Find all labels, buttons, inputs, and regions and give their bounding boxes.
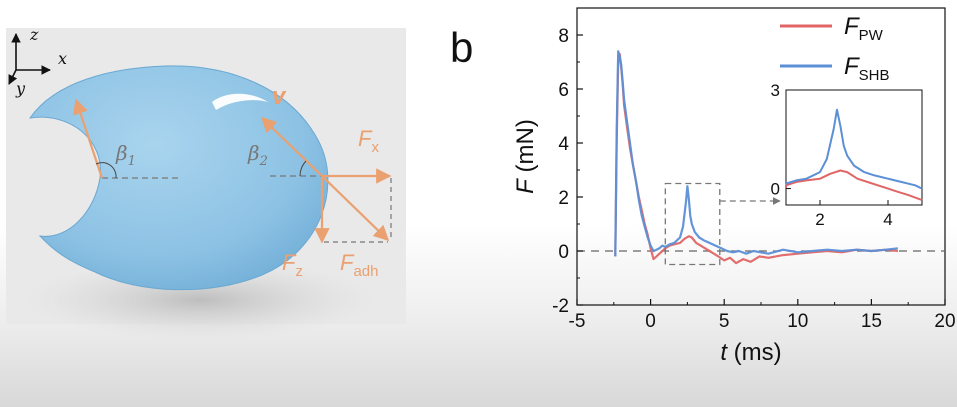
inset-chart: 2 4 0 3: [771, 81, 923, 229]
x-tick-label: 0: [645, 311, 656, 332]
droplet: [28, 65, 329, 291]
y-axis-arrow: [8, 69, 18, 85]
inset-y-tick-label: 3: [771, 81, 780, 100]
inset-frame: [785, 89, 923, 206]
coordinate-axes: z x y: [8, 25, 67, 98]
inset-x-tick-label: 2: [815, 210, 824, 229]
y-axis-label: y: [15, 79, 26, 98]
y-tick-label: 4: [558, 134, 569, 155]
beta2-label: β2: [247, 141, 268, 169]
beta2-arc: [299, 160, 307, 177]
zoom-region-box: [664, 182, 721, 266]
y-ticks: -2 0 2 4 6 8: [552, 26, 583, 317]
x-tick-label: 20: [934, 311, 955, 332]
fadh-arrow: [321, 175, 390, 242]
inset-series-line-shb: [785, 108, 923, 190]
beta1-construction: β1: [73, 98, 182, 179]
drop-shadow: [25, 260, 375, 340]
y-tick-label: 6: [558, 80, 569, 101]
beta1-label: β1: [115, 141, 136, 169]
droplet-highlight: [212, 93, 268, 110]
y-axis-title: F (mN): [512, 119, 539, 194]
series-group: [614, 50, 899, 265]
x-tick-label: 15: [861, 311, 882, 332]
legend-label-shb: FSHB: [844, 53, 890, 84]
inset-ticks: 2 4 0 3: [771, 81, 893, 229]
velocity-vector: [260, 116, 323, 177]
x-tick-label: 5: [719, 311, 730, 332]
panel-label-b: b: [450, 24, 473, 71]
x-tick-label: 10: [787, 311, 808, 332]
x-axis-label: x: [58, 49, 67, 68]
legend: FPW FSHB: [780, 13, 890, 84]
y-tick-label: -2: [552, 296, 569, 317]
beta1-arc: [95, 162, 117, 179]
inset-y-tick-label: 0: [771, 180, 780, 199]
fz-label: Fz: [282, 250, 303, 280]
z-axis-label: z: [29, 25, 39, 44]
inset-series-group: [785, 108, 923, 202]
y-tick-label: 2: [558, 188, 569, 209]
velocity-label: v: [272, 83, 287, 110]
y-tick-label: 0: [558, 242, 569, 263]
left-contact-vector: [73, 98, 104, 179]
fadh-label: Fadh: [340, 250, 378, 280]
fx-label: Fx: [358, 126, 379, 156]
legend-label-pw: FPW: [844, 13, 884, 44]
x-axis-title: t (ms): [720, 339, 781, 366]
force-diagram: β2 v Fx Fz Fadh: [247, 83, 392, 280]
series-line-shb: [614, 50, 899, 257]
y-tick-label: 8: [558, 26, 569, 47]
panel-a: z x y β1 β2 v Fx Fz Fadh: [6, 25, 406, 340]
inset-series-line-pw: [785, 169, 923, 202]
x-ticks: -5 0 5 10 15 20: [569, 299, 956, 332]
inset-x-tick-label: 4: [883, 210, 892, 229]
x-tick-label: -5: [569, 311, 586, 332]
